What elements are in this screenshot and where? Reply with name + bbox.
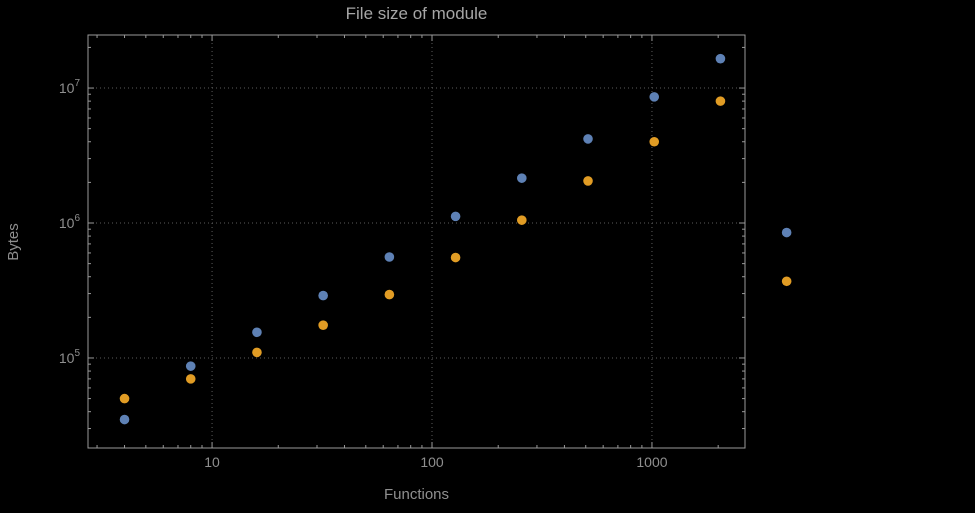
- data-point-series-1: [185, 361, 196, 371]
- data-point-series-2: [583, 176, 593, 186]
- data-point-series-1: [450, 211, 461, 222]
- y-tick-label: 107: [59, 78, 81, 96]
- data-point-series-1: [252, 327, 262, 338]
- x-axis-label: Functions: [383, 486, 450, 503]
- data-point-series-2: [781, 276, 792, 287]
- data-point-series-1: [781, 227, 792, 238]
- data-point-series-1: [583, 134, 593, 144]
- plot-frame: [87, 34, 746, 449]
- data-point-series-1: [318, 290, 328, 301]
- data-point-series-2: [450, 252, 461, 263]
- x-tick-label: 1000: [636, 454, 667, 470]
- data-point-series-1: [517, 173, 527, 183]
- data-point-series-1: [119, 414, 130, 425]
- x-tick-label: 100: [420, 454, 444, 470]
- data-point-series-1: [384, 252, 395, 262]
- y-tick-label: 105: [59, 348, 81, 366]
- data-point-series-2: [318, 320, 328, 330]
- x-tick-label: 10: [204, 454, 220, 470]
- data-point-series-2: [715, 96, 726, 106]
- data-point-series-2: [384, 289, 395, 300]
- data-point-series-1: [649, 92, 660, 102]
- data-point-series-1: [715, 53, 726, 64]
- data-point-series-2: [185, 374, 196, 384]
- data-point-series-2: [649, 136, 660, 147]
- chart-title: File size of module: [345, 4, 488, 23]
- data-point-series-2: [252, 347, 262, 358]
- y-tick-label: 106: [59, 213, 81, 231]
- data-point-series-2: [119, 393, 130, 404]
- data-point-series-2: [517, 215, 527, 225]
